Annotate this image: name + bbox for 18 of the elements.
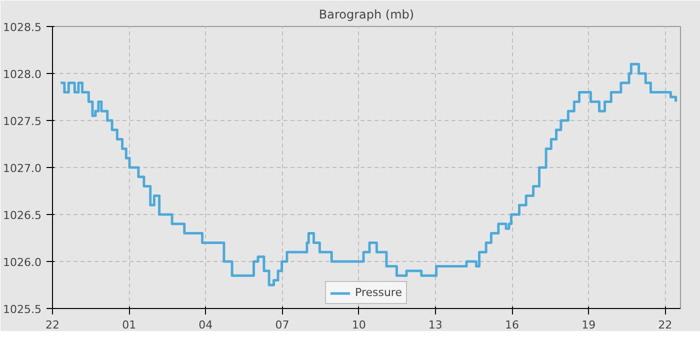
x-tick-label: 13	[428, 318, 442, 332]
x-tick-label: 01	[122, 318, 136, 332]
y-tick-label: 1027.5	[3, 115, 42, 128]
y-tick-label: 1026.5	[3, 209, 42, 222]
x-tick-label: 16	[505, 318, 520, 332]
y-tick-label: 1028.0	[3, 68, 42, 81]
x-tick-label: 19	[582, 318, 596, 332]
y-tick-label: 1027.0	[3, 162, 42, 175]
y-tick-label: 1028.5	[3, 21, 42, 34]
legend-label: Pressure	[355, 286, 402, 299]
x-tick-label: 22	[658, 318, 672, 332]
x-tick-label: 04	[198, 318, 213, 332]
x-tick-label: 22	[46, 318, 60, 332]
x-tick-label: 10	[352, 318, 366, 332]
x-tick-label: 07	[275, 318, 290, 332]
y-tick-label: 1025.5	[3, 303, 42, 316]
chart-title: Barograph (mb)	[318, 8, 414, 22]
y-tick-label: 1026.0	[3, 256, 42, 269]
